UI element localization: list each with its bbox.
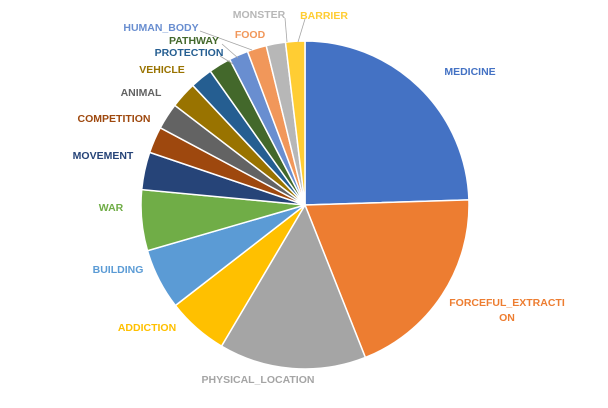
slice-label-forceful-extraction: FORCEFUL_EXTRACTI ON <box>449 297 565 324</box>
slice-label-addiction: ADDICTION <box>118 322 176 334</box>
slice-label-medicine: MEDICINE <box>444 66 495 78</box>
leader-line-monster <box>284 17 288 43</box>
slice-label-protection: PROTECTION <box>155 47 224 59</box>
labels-layer: MEDICINE FORCEFUL_EXTRACTI ON PHYSICAL_LOCA… <box>73 9 565 386</box>
leader-line-protection <box>219 55 234 65</box>
leader-line-pathway <box>221 43 239 59</box>
pie-slice-forceful-extraction <box>303 199 470 359</box>
slice-label-physical-location: PHYSICAL_LOCATION <box>202 374 315 386</box>
slice-label-monster: MONSTER <box>233 9 286 21</box>
slice-label-animal: ANIMAL <box>121 87 162 99</box>
slice-label-food: FOOD <box>235 29 266 41</box>
slice-label-human-body: HUMAN_BODY <box>123 22 198 34</box>
slices-layer <box>140 40 470 370</box>
leader-line-barrier <box>297 18 306 43</box>
slice-label-competition: COMPETITION <box>78 113 151 125</box>
slice-label-vehicle: VEHICLE <box>139 64 185 76</box>
slice-label-barrier: BARRIER <box>300 10 348 22</box>
leader-line-human-body <box>199 30 253 51</box>
pie-slice-physical-location <box>220 203 367 370</box>
leader-lines-layer <box>199 17 306 65</box>
slice-label-pathway: PATHWAY <box>169 35 219 47</box>
pie-slice-medicine <box>304 40 470 206</box>
slice-label-movement: MOVEMENT <box>73 150 134 162</box>
pie-slice-barrier <box>284 40 306 206</box>
slice-label-war: WAR <box>99 202 124 214</box>
slice-label-building: BUILDING <box>93 264 144 276</box>
